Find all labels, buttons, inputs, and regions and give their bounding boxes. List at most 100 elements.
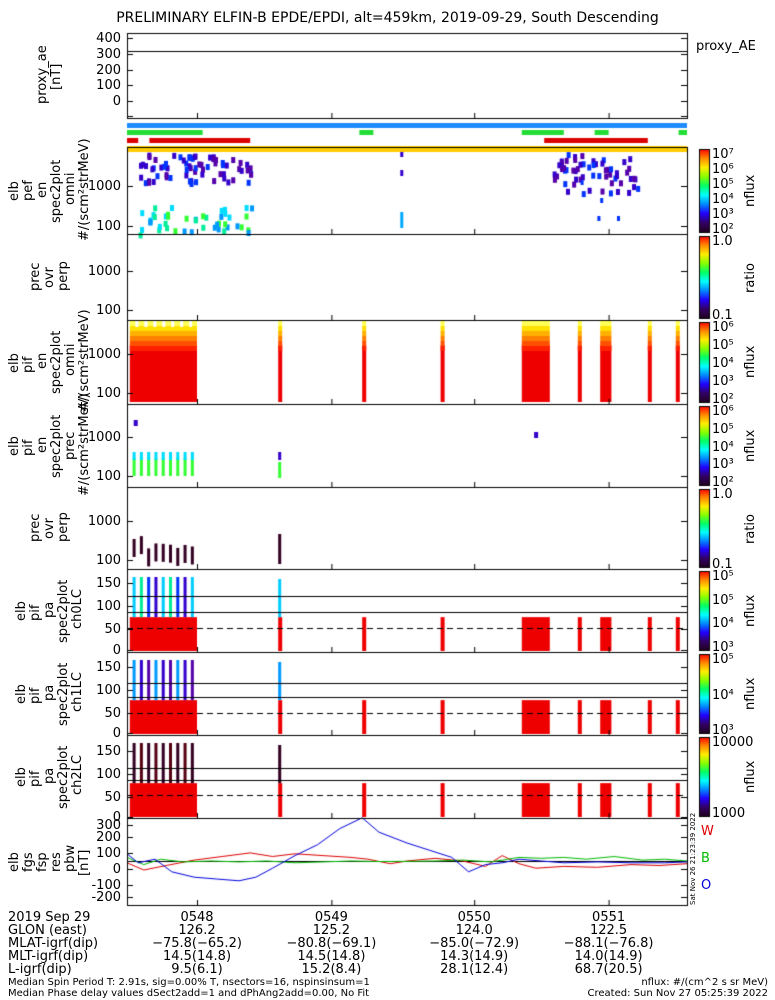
ylabel-pa_ch0: pif bbox=[28, 604, 43, 622]
ylabel-pa_ch2: elb bbox=[14, 767, 29, 788]
ytick-proxy_ae: 100 bbox=[96, 78, 121, 93]
cbar-label-pef_ratio: ratio bbox=[743, 263, 758, 293]
ylabel-pif_spec: en bbox=[35, 352, 50, 370]
cbar-label-pif_prec: nflux bbox=[743, 429, 758, 462]
ylabel-pa_ch1: ch1LC bbox=[70, 671, 85, 712]
ylabel-pif_spec: elb bbox=[7, 352, 22, 373]
cbar-tick-pa_ch0: 10⁵ bbox=[712, 569, 734, 584]
ytick-pa_ch2: 150 bbox=[96, 744, 121, 759]
xrow-value: 14.5(14.8) bbox=[297, 949, 366, 964]
ylabel-pef_spec: elb bbox=[7, 181, 22, 202]
ytick-fgs: 300 bbox=[96, 818, 121, 833]
xrow-value: 0548 bbox=[180, 910, 214, 925]
ylabel-pa_ch1: pif bbox=[28, 687, 43, 705]
cbar-tick-pif_prec: 10² bbox=[712, 475, 734, 490]
ylabel-pa_ch0: pa bbox=[42, 601, 57, 618]
xrow-value: 14.3(14.9) bbox=[440, 949, 509, 964]
ytick-pa_ch2: 50 bbox=[104, 790, 121, 805]
xrow-label: GLON (east) bbox=[8, 923, 87, 938]
ytick-pef_ratio: 100 bbox=[96, 303, 121, 318]
xrow-value: 125.2 bbox=[312, 923, 350, 938]
ytick-proxy_ae: 200 bbox=[96, 63, 121, 78]
cbar-tick-pef_spec: 10⁵ bbox=[712, 177, 734, 192]
xrow-label: 2019 Sep 29 bbox=[8, 910, 91, 925]
ylabel-pa_ch2: spec2plot bbox=[56, 745, 71, 809]
ytick-pa_ch1: 50 bbox=[104, 706, 121, 721]
ytick-proxy_ae: 400 bbox=[96, 31, 121, 46]
cbar-label-pa_ch2: nflux bbox=[743, 760, 758, 793]
cbar-tick-pa_ch1: 10⁴ bbox=[712, 687, 734, 703]
cbar-tick-pif_ratio: 0.1 bbox=[712, 557, 733, 572]
ytick-fgs: -100 bbox=[91, 878, 121, 893]
plot-title: PRELIMINARY ELFIN-B EPDE/EPDI, alt=459km… bbox=[116, 10, 659, 26]
ylabel-pa_ch1: elb bbox=[14, 684, 29, 705]
ylabel-pif_spec: pif bbox=[21, 356, 36, 373]
cbar-tick-pef_spec: 10⁶ bbox=[712, 162, 734, 177]
ylabel-fgs: fgs bbox=[21, 852, 36, 873]
cbar-label-pa_ch0: nflux bbox=[743, 594, 758, 627]
ylabel-pef_spec: omni bbox=[63, 172, 78, 205]
cbar-tick-pef_spec: 10⁴ bbox=[712, 192, 734, 207]
ylabel-pif_prec: elb bbox=[7, 436, 22, 457]
ytick-pif_ratio: 100 bbox=[96, 553, 121, 568]
ytick-pa_ch1: 100 bbox=[96, 683, 121, 698]
ytick-pa_ch0: 0 bbox=[112, 643, 121, 658]
ylabel-pa_ch0: spec2plot bbox=[56, 579, 71, 643]
ytick-pa_ch0: 50 bbox=[104, 622, 121, 637]
ylabel-pif_spec: omni bbox=[63, 343, 78, 377]
cbar-tick-pif_spec: 10² bbox=[712, 392, 734, 407]
cbar-tick-pa_ch0: 10⁵ bbox=[712, 592, 734, 608]
ylabel-pef_ratio: perp bbox=[56, 261, 71, 292]
ylabel-pif_ratio: ovr bbox=[42, 517, 57, 539]
ylabel-fgs: [nT] bbox=[77, 849, 92, 876]
ylabel-pif_prec: pif bbox=[21, 439, 36, 457]
cbar-tick-pif_spec: 10⁵ bbox=[712, 338, 734, 353]
ylabel-proxy_ae: proxy_ae bbox=[35, 45, 50, 105]
footer-left1: Median Spin Period T: 2.91s, sig=0.00% T… bbox=[8, 977, 370, 988]
ylabel-pef_spec: pef bbox=[21, 180, 36, 202]
cbar-tick-pef_spec: 10³ bbox=[712, 207, 734, 222]
legend-B: B bbox=[701, 851, 710, 866]
cbar-tick-pa_ch2: 10000 bbox=[712, 735, 754, 750]
ylabel-pif_prec: spec2plot bbox=[49, 414, 64, 478]
legend-O: O bbox=[701, 878, 712, 893]
ylabel-pif_ratio: prec bbox=[28, 513, 43, 543]
ytick-pa_ch2: 100 bbox=[96, 767, 121, 782]
ytick-pif_prec: 1000 bbox=[87, 430, 121, 445]
footer-left2: Median Phase delay values dSect2add=1 an… bbox=[8, 988, 370, 999]
xrow-value: 0551 bbox=[592, 910, 626, 925]
cbar-label-pef_spec: nflux bbox=[743, 174, 758, 207]
cbar-label-pif_ratio: ratio bbox=[743, 514, 758, 544]
ytick-pef_spec: 100 bbox=[96, 219, 121, 234]
ytick-pa_ch2: 0 bbox=[112, 810, 121, 825]
xrow-label: L-igrf(dip) bbox=[8, 962, 72, 977]
cbar-tick-pef_spec: 10⁷ bbox=[712, 147, 734, 162]
cbar-tick-pa_ch0: 10³ bbox=[712, 640, 734, 655]
xrow-value: −85.0(−72.9) bbox=[429, 936, 520, 951]
ytick-fgs: 200 bbox=[96, 830, 121, 845]
ylabel-pef_spec: en bbox=[35, 181, 50, 198]
ylabel-pa_ch1: spec2plot bbox=[56, 662, 71, 726]
cbar-tick-pa_ch0: 10⁴ bbox=[712, 616, 734, 632]
cbar-tick-pa_ch1: 10⁵ bbox=[712, 652, 734, 667]
cbar-tick-pef_spec: 10² bbox=[712, 222, 734, 237]
ylabel-pef_ratio: ovr bbox=[42, 266, 57, 288]
ylabel-pef_ratio: prec bbox=[28, 262, 43, 292]
xrow-value: 15.2(8.4) bbox=[301, 962, 362, 977]
cbar-tick-pif_prec: 10³ bbox=[712, 457, 734, 473]
proxy-ae-label: proxy_AE bbox=[696, 39, 756, 54]
xrow-value: 122.5 bbox=[589, 923, 628, 938]
xrow-value: 14.0(14.9) bbox=[574, 949, 643, 964]
cbar-label-pif_spec: nflux bbox=[743, 345, 758, 378]
ytick-fgs: 100 bbox=[96, 846, 121, 861]
xrow-label: MLT-igrf(dip) bbox=[8, 949, 89, 964]
ytick-pif_spec: 100 bbox=[96, 386, 121, 401]
ytick-fgs: 0 bbox=[112, 862, 121, 877]
xrow-value: −88.1(−76.8) bbox=[563, 936, 654, 951]
ytick-pef_spec: 1000 bbox=[87, 179, 121, 194]
ylabel-fgs: res bbox=[49, 852, 64, 873]
ylabel-proxy_ae: [nT] bbox=[49, 63, 64, 90]
footer-side: Sat Nov 26 21:23:39 2022 bbox=[689, 812, 697, 905]
cbar-tick-pa_ch1: 10³ bbox=[712, 723, 734, 738]
ylabel-pa_ch0: elb bbox=[14, 601, 29, 622]
